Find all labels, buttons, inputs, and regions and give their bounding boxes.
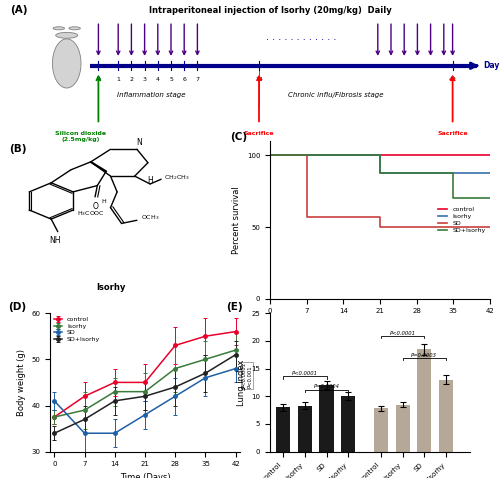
- SD: [304, 152, 310, 158]
- Text: Chronic influ/Fibrosis stage: Chronic influ/Fibrosis stage: [288, 92, 384, 98]
- Ellipse shape: [52, 39, 81, 88]
- Text: · · · · · · · · · · · ·: · · · · · · · · · · · ·: [266, 35, 340, 45]
- Text: $\mathregular{OCH_3}$: $\mathregular{OCH_3}$: [141, 213, 160, 222]
- Bar: [396, 404, 409, 452]
- Text: 7: 7: [196, 77, 200, 83]
- SD: [487, 224, 493, 230]
- Text: 14: 14: [255, 77, 263, 83]
- Text: 2: 2: [130, 77, 134, 83]
- SD+Isorhy: [267, 152, 273, 158]
- Text: Isorhy: Isorhy: [96, 283, 126, 293]
- Text: 1: 1: [116, 77, 120, 83]
- Text: NH: NH: [49, 237, 60, 245]
- SD: [304, 214, 310, 220]
- SD+Isorhy: [377, 171, 383, 176]
- Text: 0: 0: [96, 77, 100, 83]
- Legend: control, Isorhy, SD, SD+Isorhy: control, Isorhy, SD, SD+Isorhy: [437, 206, 487, 234]
- Y-axis label: Lung index: Lung index: [236, 359, 246, 406]
- Isorhy: [377, 152, 383, 158]
- SD+Isorhy: [450, 196, 456, 201]
- Bar: [320, 385, 334, 452]
- X-axis label: Time (Days): Time (Days): [354, 320, 406, 329]
- Bar: [418, 349, 432, 452]
- Text: P<0.0001: P<0.0001: [292, 371, 318, 376]
- Text: (E): (E): [226, 302, 242, 312]
- Text: 5: 5: [169, 77, 173, 83]
- Line: SD+Isorhy: SD+Isorhy: [270, 155, 490, 198]
- Isorhy: [487, 171, 493, 176]
- Text: (A): (A): [10, 5, 28, 15]
- Text: $\mathregular{CH_2CH_3}$: $\mathregular{CH_2CH_3}$: [164, 173, 190, 182]
- Isorhy: [267, 152, 273, 158]
- Text: P=0.0003: P=0.0003: [412, 353, 438, 358]
- Bar: [439, 380, 453, 452]
- Circle shape: [69, 27, 80, 30]
- Text: N: N: [136, 138, 142, 147]
- Text: Sacrifice: Sacrifice: [244, 131, 274, 136]
- Line: Isorhy: Isorhy: [270, 155, 490, 174]
- X-axis label: Time (Days): Time (Days): [120, 473, 170, 478]
- Isorhy: [377, 171, 383, 176]
- Bar: [298, 406, 312, 452]
- Line: SD: SD: [270, 155, 490, 227]
- Text: 6: 6: [182, 77, 186, 83]
- Circle shape: [56, 33, 78, 38]
- Text: Inflammation stage: Inflammation stage: [117, 92, 186, 98]
- SD: [377, 224, 383, 230]
- Bar: [341, 396, 355, 452]
- Legend: control, Isorhy, SD, SD+Isorhy: control, Isorhy, SD, SD+Isorhy: [53, 316, 101, 343]
- Text: 4: 4: [156, 77, 160, 83]
- SD+Isorhy: [377, 152, 383, 158]
- Text: (B): (B): [10, 144, 27, 154]
- Text: H: H: [147, 176, 153, 185]
- Text: 3: 3: [142, 77, 146, 83]
- Circle shape: [53, 27, 64, 30]
- Text: H: H: [102, 199, 106, 204]
- Text: P=0.0004: P=0.0004: [314, 384, 340, 389]
- Text: 42: 42: [448, 77, 456, 83]
- SD+Isorhy: [487, 196, 493, 201]
- Text: (D): (D): [8, 302, 26, 312]
- SD: [377, 214, 383, 220]
- Text: Sacrifice: Sacrifice: [438, 131, 468, 136]
- Text: Intraperitoneal injection of Isorhy (20mg/kg)  Daily: Intraperitoneal injection of Isorhy (20m…: [148, 6, 392, 15]
- Text: P<0.0001: P<0.0001: [390, 331, 415, 336]
- Text: P<0.0001
P<0.001: P<0.0001 P<0.001: [242, 362, 252, 389]
- Text: $\mathregular{H_3COOC}$: $\mathregular{H_3COOC}$: [77, 209, 104, 218]
- Text: Day: Day: [484, 61, 500, 70]
- Text: Silicon dioxide
(2.5mg/kg): Silicon dioxide (2.5mg/kg): [55, 131, 106, 142]
- Bar: [374, 409, 388, 452]
- Y-axis label: Body weight (g): Body weight (g): [16, 349, 26, 416]
- Text: O: O: [92, 202, 98, 211]
- Text: (C): (C): [230, 131, 248, 141]
- SD: [267, 152, 273, 158]
- SD+Isorhy: [450, 171, 456, 176]
- Bar: [276, 407, 290, 452]
- Y-axis label: Percent survival: Percent survival: [232, 186, 241, 254]
